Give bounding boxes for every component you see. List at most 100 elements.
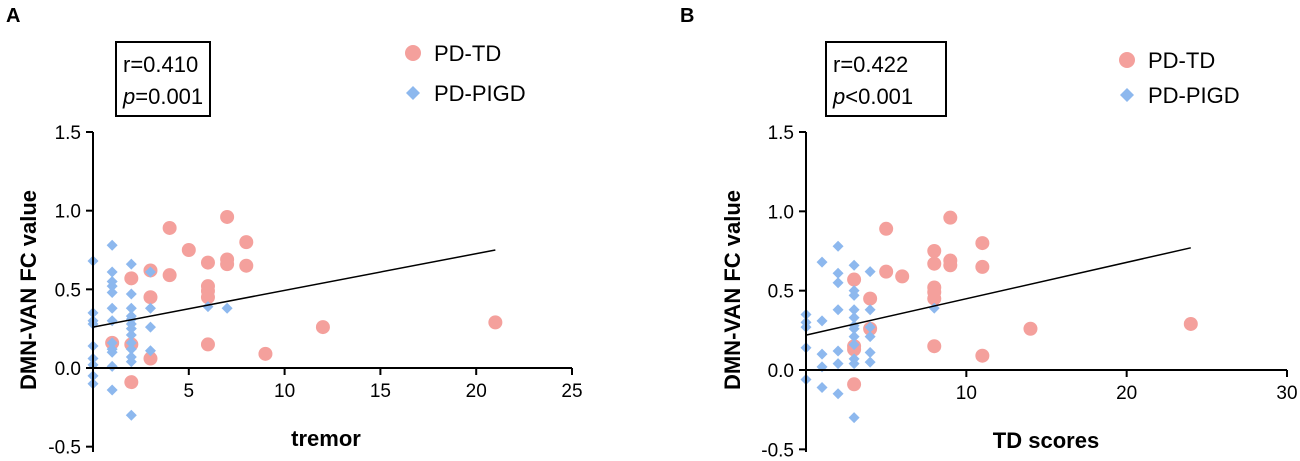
panel-a-td-point (162, 268, 177, 283)
panel-b-pigd-point (816, 256, 828, 268)
panel-b-pigd-point (832, 240, 844, 252)
panel-a-td-point (200, 290, 215, 305)
panel-a-pigd-point (125, 337, 137, 349)
panel-a-x-axis-title: tremor (291, 426, 361, 451)
panel-a-pigd-point (106, 337, 118, 349)
panel-b-y-tick-label: 1.0 (768, 202, 794, 223)
panel-a-legend-pigd-label: PD-PIGD (434, 81, 526, 106)
panel-b-pigd-point (864, 347, 876, 359)
panel-b-x-tick-label: 20 (1116, 383, 1137, 404)
panel-a-regression-line (92, 249, 496, 328)
panel-a-pigd-point (144, 321, 156, 333)
panel-b-td-point (863, 291, 878, 306)
panel-b-pigd-point (864, 321, 876, 333)
panel-b-pigd-point (848, 323, 860, 335)
panel-b-pigd-point (832, 358, 844, 370)
panel-a-legend-td-marker (405, 45, 421, 61)
panel-a-x-tick-label: 15 (370, 381, 391, 402)
panel-b-pigd-point (848, 312, 860, 324)
panel-a-td-point (315, 320, 330, 335)
panel-b-td-point (927, 244, 942, 258)
panel-a-td-point (200, 255, 215, 270)
panel-a-y-tick-label: -0.5 (48, 438, 81, 459)
panel-a-pigd-point (106, 384, 118, 396)
panel-b-pigd-point (832, 277, 844, 289)
panel-b-pigd-point (832, 304, 844, 316)
panel-a-pigd-point (125, 356, 137, 368)
panel-b-marks (800, 210, 1198, 424)
panel-b-regression-line (805, 247, 1191, 336)
panel-b-x-tick-label: 10 (956, 383, 977, 404)
panel-b-td-point (975, 348, 990, 363)
panel-a-pigd-point (106, 280, 118, 292)
panel-b-legend-td-marker (1119, 52, 1135, 68)
panel-a-td-point (124, 375, 139, 390)
panel-a-y-tick-label: 1.0 (55, 202, 81, 223)
panel-b-r-value: r=0.422 (833, 52, 908, 77)
panel-b-legend-td-label: PD-TD (1148, 48, 1215, 73)
panel-a-td-point (200, 337, 215, 352)
panel-b-td-point (975, 236, 990, 251)
panel-a-pigd-point (125, 323, 137, 335)
panel-a-tick-labels: -0.5 0.0 0.5 1.0 1.5 5 10 15 20 25 (48, 123, 582, 459)
panel-b: B -0.5 0.0 0.5 1.0 1.5 10 20 30 DMN-VAN FC valu… (680, 5, 1298, 461)
panel-b-td-point (895, 269, 910, 284)
panel-b-td-point (1023, 321, 1038, 336)
panel-b-y-tick-label: 1.5 (768, 123, 794, 144)
panel-a-stats-box (115, 41, 211, 117)
panel-b-pigd-point (864, 356, 876, 368)
panel-b-pigd-point (848, 259, 860, 271)
panel-b-y-axis-title: DMN-VAN FC value (720, 190, 745, 390)
panel-a-td-point (239, 235, 254, 250)
panel-b-td-point (1183, 316, 1198, 331)
panel-b-legend-pigd-marker (1120, 88, 1134, 102)
panel-b-legend-pigd-label: PD-PIGD (1148, 83, 1240, 108)
panel-a-pigd-point (144, 345, 156, 357)
panel-b-pigd-point (832, 267, 844, 279)
panel-b-td-point (927, 339, 942, 354)
panel-b-pigd-point (848, 412, 860, 424)
panel-a-td-point (143, 351, 158, 366)
panel-b-td-point (943, 258, 958, 273)
panel-a-p-value: p=0.001 (122, 84, 203, 109)
panel-a-td-point (220, 209, 235, 224)
panel-b-pigd-point (832, 345, 844, 357)
panel-a-td-point (124, 271, 139, 286)
panel-b-letter: B (680, 5, 694, 27)
panel-a-y-tick-label: 0.5 (55, 280, 81, 301)
panel-a-x-tick-label: 25 (561, 381, 582, 402)
panel-b-pigd-point (864, 304, 876, 316)
panel-a-legend-td-label: PD-TD (434, 41, 501, 66)
panel-b-pigd-point (864, 266, 876, 278)
panel-a-td-point (239, 258, 254, 273)
panel-b-y-tick-label: -0.5 (761, 440, 794, 461)
panel-a-pigd-point (106, 360, 118, 372)
panel-b-pigd-point (848, 304, 860, 316)
panel-b-td-point (927, 291, 942, 306)
panel-b-td-point (975, 259, 990, 274)
panel-b-pigd-point (832, 388, 844, 400)
panel-b-ticks (799, 131, 1288, 451)
panel-b-pigd-point (848, 339, 860, 351)
panel-a-pigd-point (125, 343, 137, 355)
panel-a-x-tick-label: 20 (466, 381, 487, 402)
panel-b-td-point (879, 264, 894, 279)
panel-a-td-point (181, 243, 196, 257)
panel-a-td-point (258, 346, 273, 361)
panel-b-pigd-point (848, 331, 860, 343)
panel-a-pigd-point (125, 409, 137, 421)
panel-b-tick-labels: -0.5 0.0 0.5 1.0 1.5 10 20 30 (761, 123, 1297, 461)
panel-b-pigd-point (864, 331, 876, 343)
panel-a-pigd-point (125, 329, 137, 341)
panel-a-pigd-point (144, 266, 156, 278)
panel-b-td-point (879, 221, 894, 236)
panel-b-y-tick-label: 0.0 (768, 361, 794, 382)
panel-b-pigd-point (816, 348, 828, 360)
panel-a-r-value: r=0.410 (123, 52, 198, 77)
panel-b-x-tick-label: 30 (1276, 383, 1297, 404)
panel-a-pigd-point (106, 346, 118, 358)
panel-a-pigd-point (125, 258, 137, 270)
panel-b-stats-box (825, 41, 947, 117)
panel-a-td-point (220, 257, 235, 272)
